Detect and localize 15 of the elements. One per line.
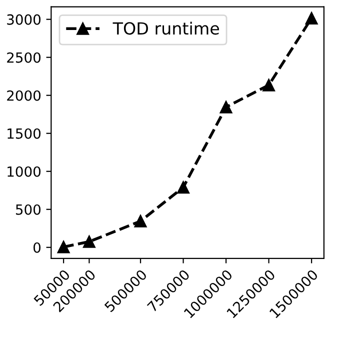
point (134, 214, 147, 228)
point (262, 78, 276, 92)
point (57, 240, 70, 254)
y-tick-label: 500 (16, 204, 41, 215)
point (305, 12, 318, 24)
point (220, 100, 232, 114)
y-tick-label: 1000 (8, 166, 41, 177)
y-tick-label: 2500 (7, 52, 41, 63)
legend-label: TOD runtime (112, 22, 219, 35)
point (177, 181, 190, 194)
y-tick-label: 1500 (8, 128, 41, 139)
y-tick-label: 0 (34, 242, 41, 253)
y-tick-label: 3000 (7, 14, 41, 25)
point (82, 235, 96, 248)
y-tick-label: 2000 (7, 90, 41, 101)
